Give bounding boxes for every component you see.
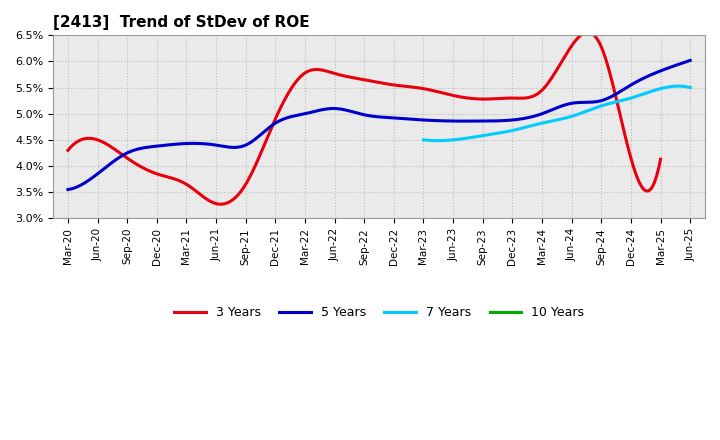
Legend: 3 Years, 5 Years, 7 Years, 10 Years: 3 Years, 5 Years, 7 Years, 10 Years	[169, 301, 589, 324]
Text: [2413]  Trend of StDev of ROE: [2413] Trend of StDev of ROE	[53, 15, 310, 30]
